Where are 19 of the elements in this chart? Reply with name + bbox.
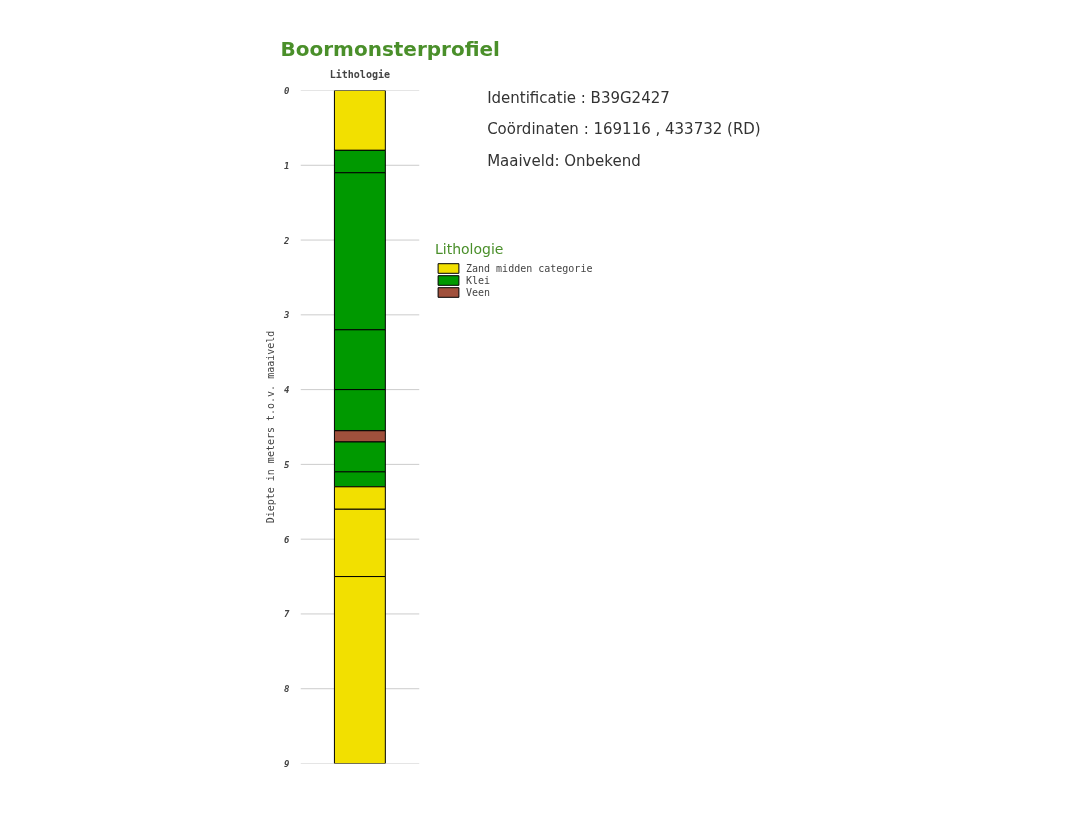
chart-title: Boormonsterprofiel [280,36,500,61]
legend-label: Veen [466,286,491,298]
text: Coördinaten : 169116 , 433732 (RD) [487,120,761,139]
y-tick-label: 3 [283,310,290,321]
y-tick-label: 7 [284,609,291,620]
text: Identificatie : B39G2427 [487,88,670,107]
text: Maaiveld: Onbekend [487,151,641,170]
legend-title: Lithologie [435,241,505,257]
y-axis-title: Diepte in meters t.o.v. maaiveld [265,330,277,524]
y-tick-label: 9 [284,759,290,769]
legend-label: Klei [466,274,491,286]
y-tick-label: 2 [283,235,290,246]
y-tick-label: 4 [284,385,290,396]
y-tick-label: 8 [284,684,290,695]
y-tick-label: 1 [284,160,290,171]
y-tick-label: 5 [284,459,291,470]
y-tick-label: 0 [284,86,291,96]
y-tick-label: 6 [284,534,291,545]
legend-label: Zand midden categorie [466,262,593,274]
